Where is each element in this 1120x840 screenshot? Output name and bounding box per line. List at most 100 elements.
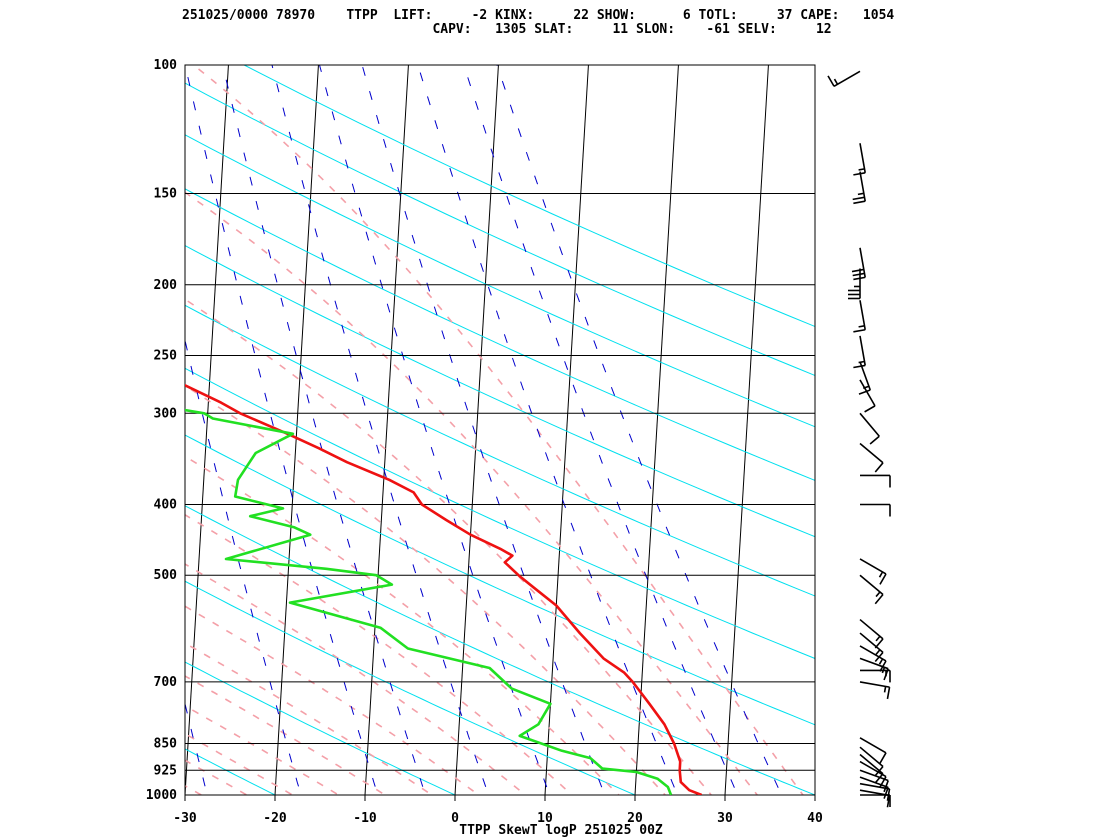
wind-barb-flag	[864, 405, 876, 413]
moist-adiabat-line	[185, 759, 249, 795]
wind-barb-half-flag	[875, 649, 881, 655]
moist-adiabat-line	[185, 784, 204, 795]
isotherm-line	[454, 65, 499, 795]
moist-adiabat-line	[185, 675, 387, 795]
wind-barb-flag	[886, 686, 891, 700]
moist-adiabat-line	[185, 732, 295, 795]
mixing-ratio-lines	[185, 65, 783, 795]
wind-barb-flag	[869, 435, 880, 445]
wind-barb-flag	[853, 200, 866, 205]
wind-barb-flag	[883, 787, 889, 799]
isotherm-line	[364, 65, 409, 795]
dry-adiabat-line	[185, 505, 815, 795]
chart-footer-title: TTPP SkewT logP 251025 00Z	[459, 823, 663, 838]
wind-barb-flag	[874, 765, 884, 777]
profiles	[185, 383, 703, 795]
wind-barb	[851, 247, 866, 281]
header-line-1: 251025/0000 78970 TTPP LIFT: -2 KINX: 22…	[182, 8, 895, 23]
pressure-tick-label: 150	[154, 187, 178, 202]
pressure-tick-label: 200	[154, 278, 178, 293]
wind-barb-staff	[833, 70, 861, 87]
wind-barb	[853, 300, 866, 333]
wind-barb-flag	[853, 276, 866, 281]
wind-barb-flag	[852, 272, 865, 277]
temperature-tick-label: -30	[173, 811, 197, 826]
wind-barb-flag	[858, 389, 871, 395]
wind-barb-staff	[859, 143, 866, 173]
temperature-tick-label: 30	[717, 811, 733, 826]
dry-adiabat-line	[185, 367, 815, 660]
wind-barb-flag	[883, 780, 889, 793]
wind-barb	[859, 657, 889, 681]
moist-adiabat-line	[185, 563, 527, 795]
wind-barb-flag	[879, 660, 887, 672]
wind-barb-half-flag	[875, 635, 881, 642]
wind-barb-half-flag	[862, 385, 870, 390]
pressure-tick-label: 700	[154, 675, 178, 690]
wind-barb-staff	[859, 300, 866, 330]
wind-barb-staff	[859, 681, 890, 688]
moist-adiabat-line	[185, 704, 341, 795]
wind-barb-flag	[827, 75, 835, 87]
pressure-tick-label: 400	[154, 498, 178, 513]
wind-barb-staff	[859, 645, 887, 662]
wind-barb	[859, 789, 891, 808]
wind-barb	[852, 171, 866, 205]
wind-barb	[859, 645, 887, 672]
dry-adiabat-line	[185, 134, 815, 428]
mixing-ratio-line	[319, 65, 551, 795]
moist-adiabat-line	[185, 384, 667, 795]
wind-barb-flag	[853, 172, 866, 176]
wind-barb-half-flag	[858, 168, 865, 171]
temperature-tick-label: 20	[627, 811, 643, 826]
isotherm-line	[274, 65, 319, 795]
wind-barb-staff	[859, 776, 889, 789]
wind-barb	[859, 632, 884, 663]
wind-barb-staff	[859, 247, 866, 278]
wind-barb	[853, 143, 866, 176]
wind-barb-staff	[859, 442, 884, 464]
moist-adiabat-line	[185, 605, 480, 795]
wind-barb-flag	[879, 752, 887, 764]
sounding-header: 251025/0000 78970 TTPP LIFT: -2 KINX: 22…	[182, 9, 894, 37]
dry-adiabat-line	[185, 304, 815, 597]
pressure-tick-label: 500	[154, 568, 178, 583]
moist-adiabat-line	[185, 298, 713, 795]
wind-barb	[859, 769, 889, 793]
wind-barb-staff	[859, 769, 889, 782]
wind-barb-staff	[859, 746, 884, 768]
wind-barb	[859, 760, 887, 788]
wind-barb-staff	[859, 558, 887, 575]
dry-adiabat-line	[185, 245, 815, 538]
background-lines	[95, 65, 815, 795]
mixing-ratio-line	[185, 338, 302, 795]
dry-adiabat-line	[185, 580, 637, 795]
mixing-ratio-line	[496, 65, 783, 795]
wind-barb-half-flag	[878, 658, 884, 665]
temperature-tick-label: -20	[263, 811, 287, 826]
wind-barb	[859, 442, 884, 473]
mixing-ratio-line	[417, 65, 679, 795]
wind-barb-staff	[859, 737, 887, 754]
pressure-tick-label: 1000	[146, 788, 177, 803]
wind-barb-half-flag	[875, 591, 881, 598]
wind-barb-staff	[859, 379, 876, 407]
wind-barb	[860, 503, 891, 517]
dry-adiabats	[185, 65, 815, 795]
wind-barb-flag	[874, 462, 884, 473]
wind-barb-flag	[874, 638, 884, 649]
mixing-ratio-line	[271, 65, 490, 795]
wind-barb-staff	[859, 789, 890, 797]
wind-barb-staff	[859, 618, 884, 640]
wind-barb	[859, 574, 884, 605]
wind-barb	[859, 412, 880, 445]
isotherm-line	[95, 65, 138, 795]
isotherm-line	[724, 65, 769, 795]
temperature-tick-label: 10	[537, 811, 553, 826]
wind-barb-flag	[874, 651, 884, 663]
wind-barb	[827, 70, 861, 87]
isotherm-line	[544, 65, 589, 795]
temperature-tick-label: 40	[807, 811, 823, 826]
pressure-tick-label: 850	[154, 736, 178, 751]
wind-barb	[860, 474, 891, 488]
